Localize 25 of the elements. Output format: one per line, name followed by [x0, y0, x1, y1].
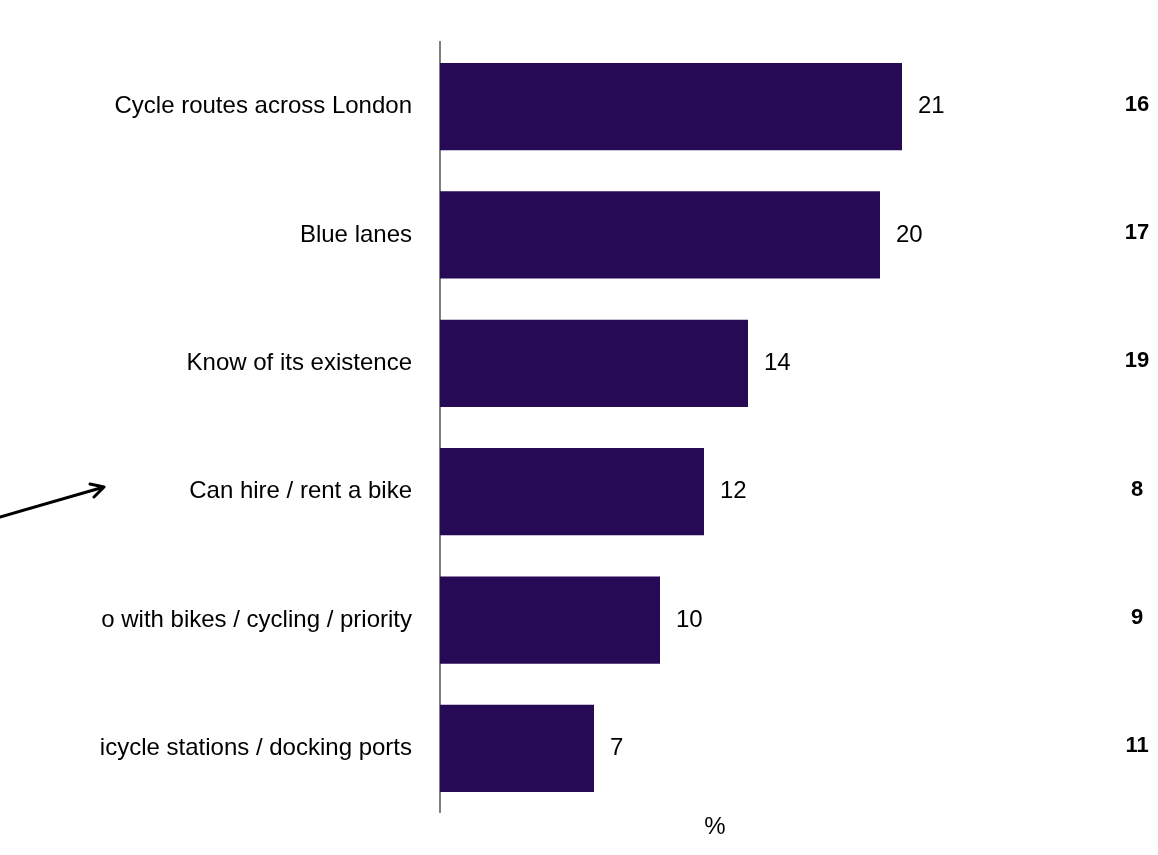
- y-tick-label: Know of its existence: [186, 347, 412, 375]
- data-label: 20: [896, 219, 923, 247]
- text: 8: [1130, 475, 1144, 501]
- y-tick-label: Can hire / rent a bike: [189, 476, 412, 504]
- y-tick-label: o with bikes / cycling / priority: [101, 604, 412, 632]
- bar: [440, 704, 594, 793]
- y-tick-label: Cycle routes across London: [114, 91, 412, 119]
- x-axis-title: %: [704, 811, 726, 839]
- text: 19: [1124, 347, 1150, 373]
- text: 17: [1124, 219, 1150, 245]
- bar: [440, 62, 902, 151]
- text: 9: [1130, 604, 1144, 630]
- text: 16: [1124, 90, 1150, 116]
- y-tick-label: Blue lanes: [299, 219, 412, 247]
- data-label: 14: [764, 347, 791, 375]
- bar: [440, 576, 660, 664]
- bar: [440, 448, 704, 536]
- y-tick-label: icycle stations / docking ports: [99, 733, 412, 761]
- data-label: 10: [676, 604, 703, 632]
- text: 11: [1125, 732, 1149, 758]
- bar: [440, 319, 748, 407]
- bar: [440, 191, 880, 279]
- data-label: 21: [918, 91, 945, 119]
- data-label: 12: [720, 476, 747, 504]
- data-label: 7: [610, 733, 624, 761]
